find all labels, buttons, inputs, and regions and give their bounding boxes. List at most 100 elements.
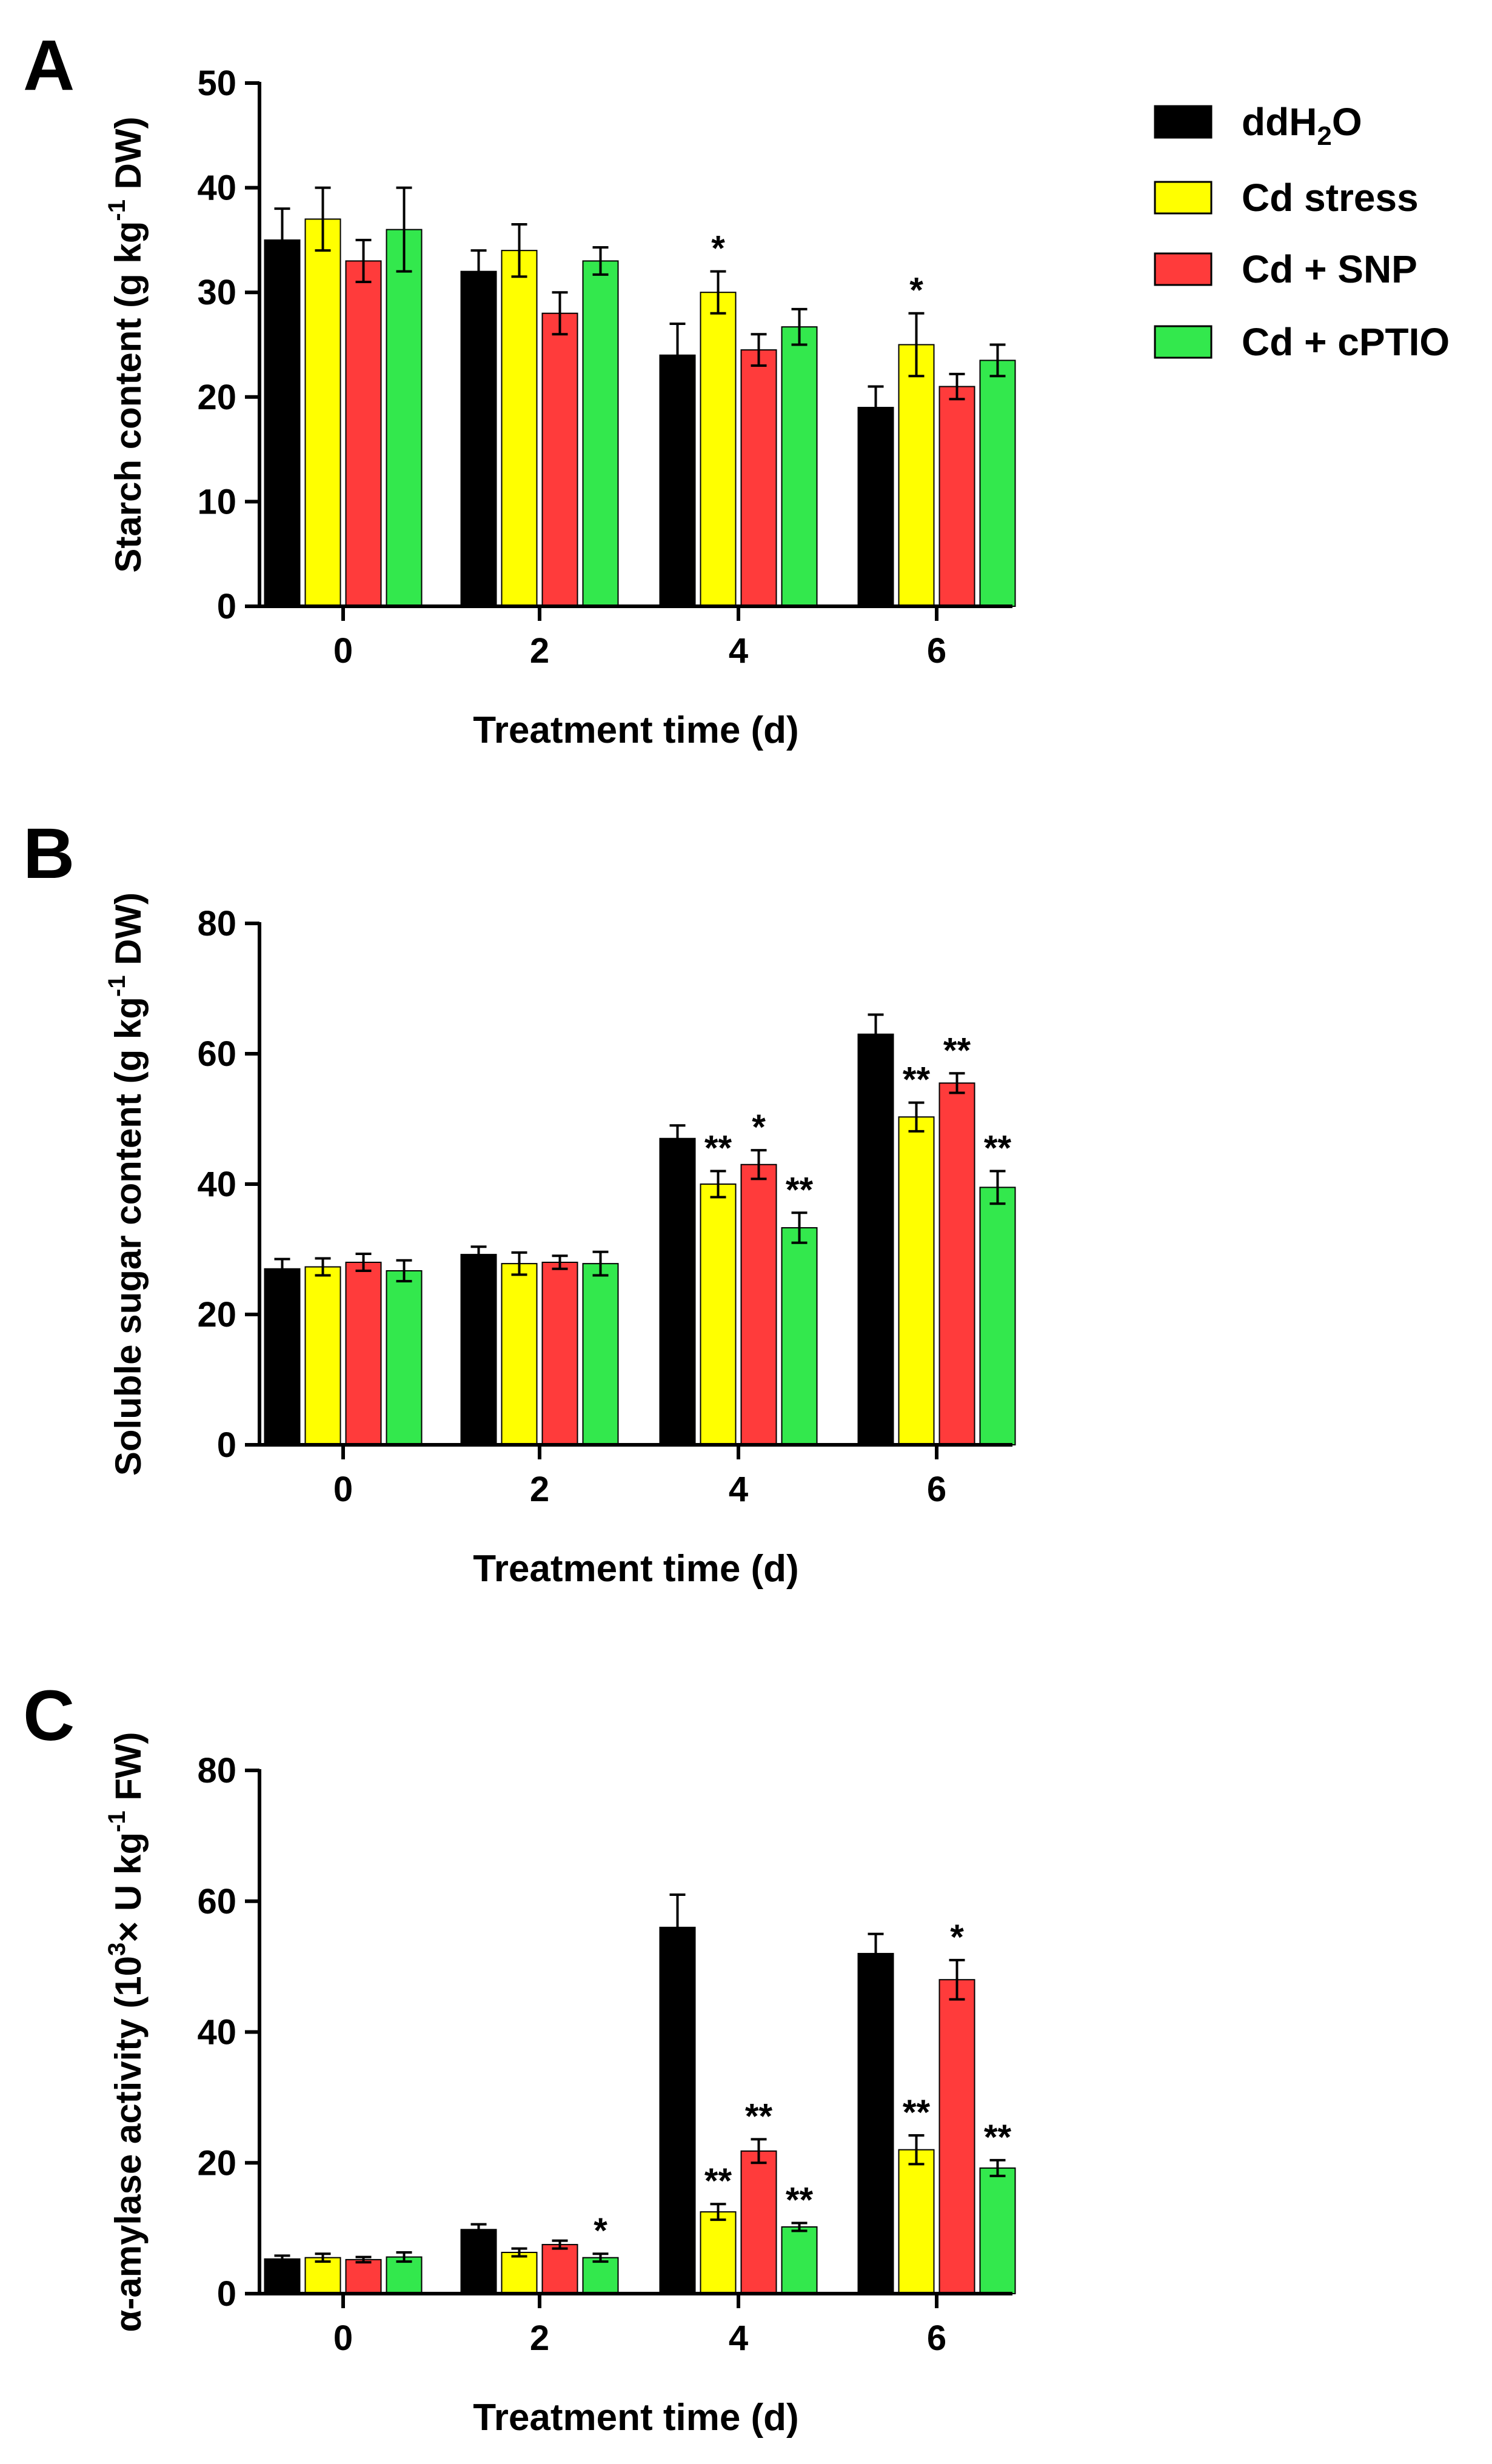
significance-mark: * [594,2211,607,2251]
significance-mark: ** [903,2093,931,2132]
bar [460,2229,497,2294]
bar [898,1116,935,1445]
legend-label-ddH2O: ddH2O [1242,100,1362,151]
bar [857,1953,894,2295]
y-tick-label: 0 [217,587,236,626]
bar [979,360,1016,607]
legend-label-subscript: 2 [1317,121,1331,151]
x-tick-label: 2 [530,631,549,671]
significance-mark: ** [984,1129,1012,1168]
y-tick-label: 50 [197,64,236,103]
x-axis-title: Treatment time (d) [473,2397,798,2439]
y-axis-title: Soluble sugar content (g kg-1 DW) [104,892,149,1476]
panel-letter: A [23,25,75,105]
bar [857,1033,894,1445]
y-tick-label: 40 [197,2013,236,2052]
legend-label-text: Cd stress [1242,176,1419,219]
x-tick-label: 2 [530,1470,549,1509]
x-tick-label: 6 [927,1470,946,1509]
y-axis-title-superscript: -1 [104,199,130,221]
legend-swatch-cd-cptio [1154,325,1213,359]
significance-mark: ** [704,2161,732,2201]
y-axis-title-text: Soluble sugar content (g kg [108,997,149,1476]
y-tick-label: 60 [197,1882,236,1921]
bar [345,2258,382,2295]
legend-swatch-ddH2O [1154,105,1213,139]
bar [898,344,935,607]
bar [541,2244,578,2294]
y-axis-title-superscript: -1 [104,1810,130,1832]
panel-letter: C [23,1676,75,1756]
y-axis-title: α-amylase activity (103× U kg-1 FW) [104,1732,149,2332]
y-tick-label: 80 [197,904,236,943]
y-axis-title-superscript: 3 [104,1943,130,1956]
bar [857,407,894,607]
legend-label-text: Cd + cPTIO [1242,320,1450,364]
y-tick-label: 40 [197,1165,236,1204]
bar [582,2257,619,2294]
y-axis-title-text: α-amylase activity (10 [108,1956,149,2332]
bar [345,260,382,608]
bar [541,1262,578,1445]
y-tick-label: 0 [217,1425,236,1465]
significance-mark: ** [704,1129,732,1168]
significance-mark: * [752,1108,766,1147]
bar [979,1187,1016,1445]
bar [304,2257,341,2294]
significance-mark: ** [903,1060,931,1100]
y-axis-title-text: FW) [108,1732,149,1810]
bar [460,1254,497,1446]
y-axis-title-text: DW) [108,116,149,199]
bar [938,1979,975,2294]
legend-label-cd-stress: Cd stress [1242,176,1419,219]
y-tick-label: 20 [197,2143,236,2183]
x-tick-label: 4 [729,2318,748,2358]
x-tick-label: 6 [927,631,946,671]
bar [582,260,619,608]
bar [938,1082,975,1445]
legend-label-cd-cptio: Cd + cPTIO [1242,320,1450,364]
bar [979,2167,1016,2294]
bar [345,1262,382,1445]
bar [781,1227,818,1446]
significance-mark: * [711,229,725,269]
x-axis-title: Treatment time (d) [473,709,798,751]
x-tick-label: 0 [333,2318,353,2358]
significance-mark: * [950,1918,964,1957]
bar [582,1263,619,1445]
y-tick-label: 60 [197,1034,236,1074]
legend-label-text: O [1332,100,1362,144]
legend: ddH2O Cd stress Cd + SNP Cd + cPTIO [1154,100,1450,364]
bar [740,349,777,607]
bar [264,239,301,607]
bar [501,250,538,608]
significance-mark: ** [786,2180,814,2220]
y-tick-label: 20 [197,378,236,417]
y-tick-label: 10 [197,482,236,521]
bar [781,2226,818,2295]
legend-swatch-cd-snp [1154,252,1213,286]
bar [501,1263,538,1445]
y-tick-label: 0 [217,2274,236,2314]
bar [501,2252,538,2295]
legend-label-cd-snp: Cd + SNP [1242,247,1417,291]
y-tick-label: 40 [197,169,236,208]
significance-mark: * [909,271,923,310]
legend-label-text: ddH [1242,100,1317,144]
bar [304,1266,341,1445]
bar [386,229,423,607]
bar [386,1270,423,1446]
x-axis-title: Treatment time (d) [473,1548,798,1590]
bar [938,386,975,607]
x-tick-label: 2 [530,2318,549,2358]
panel-letter: B [23,814,75,894]
bar [541,312,578,607]
x-tick-label: 0 [333,631,353,671]
bar [264,2258,301,2294]
bar [740,2150,777,2295]
x-tick-label: 4 [729,1470,748,1509]
